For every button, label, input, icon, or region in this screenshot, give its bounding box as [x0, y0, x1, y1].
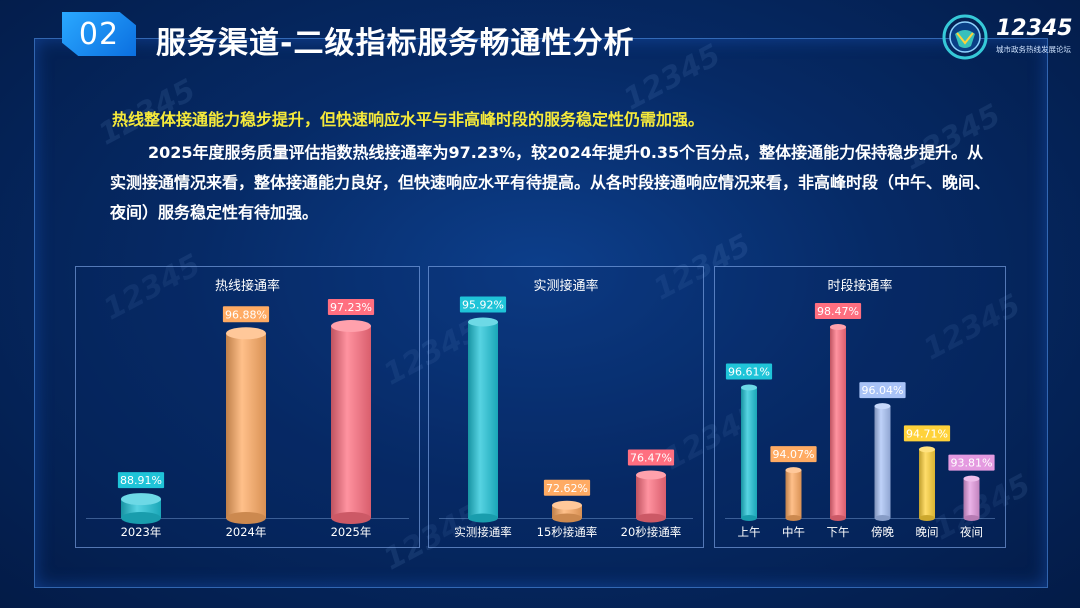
- x-tick-label: 2025年: [331, 525, 372, 539]
- bar-cap: [636, 470, 666, 480]
- bar-base: [226, 512, 266, 524]
- data-label: 94.07%: [773, 448, 815, 461]
- bar-cap: [741, 384, 757, 391]
- bar: [741, 387, 757, 518]
- data-label-box: [814, 303, 862, 319]
- bar-base: [919, 515, 935, 521]
- bar: [830, 327, 846, 518]
- data-label: 76.47%: [630, 451, 672, 464]
- bar: [331, 326, 371, 518]
- bar-base: [874, 515, 891, 521]
- chart-title: 热线接通率: [214, 279, 280, 294]
- data-label-box: [948, 454, 995, 471]
- bar-base: [331, 512, 371, 524]
- bar: [636, 474, 666, 518]
- bar: [468, 322, 498, 518]
- data-label-box: [543, 479, 591, 496]
- data-label-box: [859, 382, 906, 399]
- chart-title: 实测接通率: [533, 279, 599, 294]
- x-tick-label: 2023年: [121, 525, 162, 539]
- bar-base: [121, 512, 161, 524]
- chart-panel-measured: 实测接通率 95.92% 实测接通率 72.62% 15秒接通率 76.47% 20秒接通…: [428, 266, 704, 548]
- x-tick-label: 中午: [782, 525, 805, 539]
- x-tick-label: 傍晚: [871, 525, 894, 539]
- data-label-box: [117, 472, 165, 489]
- x-tick-label: 上午: [738, 525, 761, 539]
- bar-base: [552, 513, 582, 523]
- data-label-box: [627, 449, 675, 466]
- content-frame: [34, 38, 1048, 588]
- data-label: 96.61%: [728, 366, 770, 379]
- data-label-box: [327, 299, 375, 315]
- x-tick-label: 2024年: [226, 525, 267, 539]
- chart-title: 时段接通率: [827, 279, 893, 294]
- page-title: 服务渠道-二级指标服务畅通性分析: [156, 26, 635, 61]
- summary-headline: 热线整体接通能力稳步提升，但快速响应水平与非高峰时段的服务稳定性仍需加强。: [112, 110, 705, 129]
- x-tick-label: 晚间: [916, 525, 939, 539]
- summary-paragraph: 2025年度服务质量评估指数热线接通率为97.23%，较2024年提升0.35个…: [110, 143, 991, 222]
- bar-cap: [121, 493, 161, 506]
- bar-cap: [468, 317, 498, 327]
- data-label-box: [725, 363, 773, 380]
- bar-base: [830, 515, 846, 521]
- x-tick-label: 夜间: [960, 525, 983, 539]
- logo-text: 12345: [996, 16, 1073, 41]
- bar-cap: [963, 475, 980, 482]
- bar-base: [741, 515, 757, 521]
- data-label: 72.62%: [546, 482, 588, 495]
- bar-base: [785, 515, 802, 521]
- x-tick-label: 20秒接通率: [621, 525, 682, 539]
- chart-panel-timeslot: 时段接通率 96.61% 上午 94.07% 中午 98.47% 下午 96.04% 傍晚 94…: [714, 266, 1006, 548]
- bar: [226, 333, 266, 518]
- chart-panel-hotline: 热线接通率 88.91% 2023年 96.88% 2024年 97.23% 2025年: [75, 266, 420, 548]
- data-label-box: [222, 306, 270, 323]
- data-label: 88.91%: [120, 474, 162, 487]
- logo: 12345 城市政务热线发展论坛: [940, 12, 1073, 62]
- data-label: 94.71%: [906, 427, 948, 440]
- bar-cap: [830, 324, 846, 330]
- x-tick-label: 下午: [827, 525, 850, 539]
- bar: [785, 470, 802, 518]
- data-label-box: [770, 446, 817, 463]
- logo-emblem-icon: [942, 14, 988, 60]
- x-tick-label: 15秒接通率: [537, 525, 598, 539]
- bar-cap: [226, 327, 266, 340]
- data-label-box: [459, 296, 507, 313]
- bar-cap: [919, 446, 935, 453]
- chart-svg: 95.92% 实测接通率 72.62% 15秒接通率 76.47% 20秒接通率: [439, 296, 693, 539]
- data-label: 93.81%: [951, 457, 993, 470]
- data-label: 96.04%: [862, 384, 904, 397]
- data-label: 96.88%: [225, 308, 267, 321]
- bar-base: [468, 513, 498, 523]
- bar-base: [636, 513, 666, 523]
- bar-cap: [552, 500, 582, 510]
- bar-base: [963, 515, 980, 521]
- bar-cap: [331, 320, 371, 332]
- data-label: 98.47%: [817, 305, 859, 318]
- x-tick-label: 实测接通率: [454, 525, 512, 539]
- bar-cap: [785, 467, 802, 474]
- bar: [874, 406, 891, 518]
- bar: [919, 449, 935, 518]
- chart-svg: 96.61% 上午 94.07% 中午 98.47% 下午 96.04% 傍晚 94.71% 晚间…: [725, 303, 995, 539]
- logo-subtitle: 城市政务热线发展论坛: [996, 45, 1071, 54]
- chart-svg: 88.91% 2023年 96.88% 2024年 97.23% 2025年: [86, 299, 409, 539]
- section-badge: 02: [62, 12, 136, 56]
- bar-cap: [874, 403, 891, 410]
- data-label-box: [903, 425, 951, 442]
- data-label: 95.92%: [462, 299, 504, 312]
- bar: [963, 478, 980, 518]
- data-label: 97.23%: [330, 301, 372, 314]
